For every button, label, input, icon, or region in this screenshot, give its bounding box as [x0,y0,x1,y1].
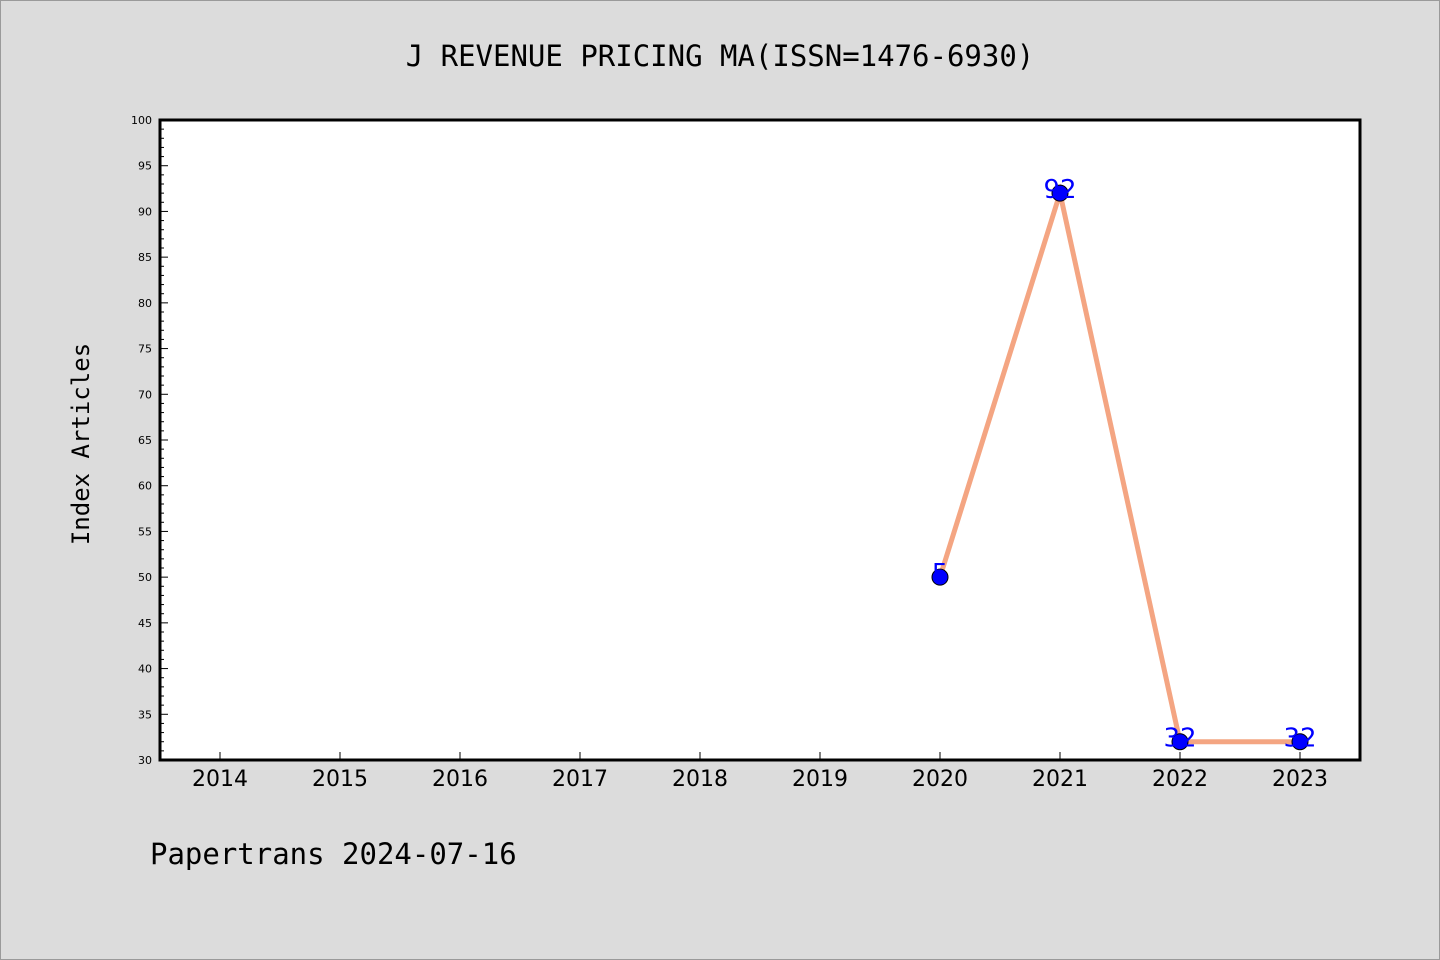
y-tick-label: 50 [138,571,152,584]
y-tick-label: 70 [138,388,152,401]
data-label: 92 [1043,175,1076,205]
series-points [931,184,1309,751]
y-tick-label: 95 [138,160,152,173]
data-label: 5 [932,559,949,589]
y-tick-label: 45 [138,617,152,630]
series-lines [937,183,1300,745]
y-tick-label: 80 [138,297,152,310]
y-tick-label: 60 [138,480,152,493]
x-tick-label: 2022 [1152,767,1208,792]
data-point [931,568,949,586]
x-tick-label: 2015 [312,767,368,792]
y-tick-label: 35 [138,708,152,721]
x-tick-label: 2021 [1032,767,1088,792]
plot-area [160,120,1360,760]
x-tick-label: 2018 [672,767,728,792]
y-tick-label: 65 [138,434,152,447]
x-tick-label: 2020 [912,767,968,792]
chart-title: J REVENUE PRICING MA(ISSN=1476-6930) [406,39,1035,73]
data-point [1051,184,1069,202]
x-tick-label: 2023 [1272,767,1328,792]
plot-border [158,118,1362,762]
data-labels: 5 92 32 32 [932,175,1317,754]
data-point [1291,733,1309,751]
x-tick-label: 2019 [792,767,848,792]
series-line [937,183,1300,745]
x-tick-label: 2014 [192,767,248,792]
x-tick-label: 2017 [552,767,608,792]
x-axis-ticks: 2014 2015 2016 2017 2018 2019 2020 2021 2022 2023 [192,752,1328,792]
y-tick-label: 75 [138,343,152,356]
y-tick-label: 40 [138,663,152,676]
y-tick-label: 85 [138,251,152,264]
data-point [1171,733,1189,751]
footer-text: Papertrans 2024-07-16 [150,837,517,871]
x-tick-label: 2016 [432,767,488,792]
y-tick-label: 55 [138,525,152,538]
y-tick-label: 30 [138,754,152,767]
y-axis-label: Index Articles [67,343,95,545]
data-label: 32 [1163,724,1196,754]
y-tick-label: 90 [138,205,152,218]
data-label: 32 [1283,724,1316,754]
y-tick-label: 100 [131,114,152,127]
